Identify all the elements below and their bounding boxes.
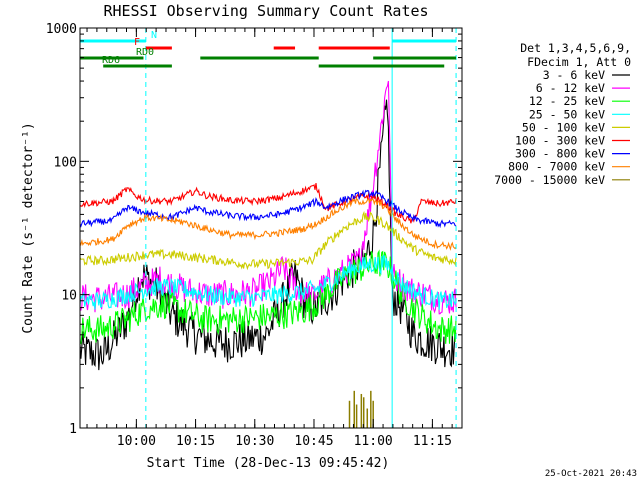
legend-label-0: 3 - 6 keV — [543, 68, 605, 82]
x-tick-label-4: 11:00 — [354, 434, 393, 449]
x-tick-label-5: 11:15 — [413, 434, 452, 449]
legend-label-8: 7000 - 15000 keV — [494, 173, 605, 187]
legend: Det 1,3,4,5,6,9, FDecim 1, Att 0 3 - 6 k… — [494, 41, 631, 187]
legend-label-3: 25 - 50 keV — [529, 107, 605, 121]
legend-header-1: Det 1,3,4,5,6,9, — [520, 41, 631, 55]
legend-header-2: FDecim 1, Att 0 — [527, 55, 631, 69]
series-line-5 — [79, 183, 457, 224]
series-layer — [79, 80, 457, 371]
spike-layer — [348, 390, 374, 428]
y-tick-label-1: 10 — [61, 289, 77, 304]
series-line-7 — [79, 197, 457, 251]
x-tick-label-3: 10:45 — [294, 434, 333, 449]
series-line-4 — [79, 210, 457, 271]
y-tick-label-0: 1 — [69, 422, 77, 437]
flag-label-rd0: RD0 — [136, 47, 154, 58]
series-line-0 — [79, 99, 457, 371]
y-tick-label-2: 100 — [54, 155, 77, 170]
flag-label-f: F — [134, 37, 140, 48]
x-axis-label: Start Time (28-Dec-13 09:45:42) — [147, 456, 390, 471]
legend-label-2: 12 - 25 keV — [529, 94, 605, 108]
legend-label-4: 50 - 100 keV — [522, 120, 605, 134]
legend-label-7: 800 - 7000 keV — [508, 160, 605, 174]
x-tick-label-0: 10:00 — [117, 434, 156, 449]
x-tick-label-1: 10:15 — [176, 434, 215, 449]
legend-label-1: 6 - 12 keV — [536, 81, 605, 95]
plot-frame — [79, 27, 463, 429]
series-line-1 — [79, 80, 457, 315]
x-tick-label-2: 10:30 — [235, 434, 274, 449]
flag-label-rd6: RD6 — [102, 55, 120, 66]
series-line-3 — [79, 254, 457, 310]
y-tick-label-3: 1000 — [46, 22, 77, 37]
flag-label-n: N — [151, 30, 157, 41]
legend-label-5: 100 - 300 keV — [515, 134, 605, 148]
chart-title: RHESSI Observing Summary Count Rates — [103, 2, 428, 20]
start-time: 28-Dec-13 09:45:42 — [241, 456, 382, 471]
axes: 10:00 10:15 10:30 10:45 11:00 11:15 1 10 100 1000 — [46, 22, 463, 449]
y-axis-label: Count Rate (s⁻¹ detector⁻¹) — [21, 122, 36, 333]
timestamp: 25-Oct-2021 20:43 — [545, 469, 637, 479]
vline-layer — [79, 28, 457, 428]
series-line-6 — [79, 189, 457, 229]
legend-label-6: 300 - 800 keV — [515, 147, 605, 161]
